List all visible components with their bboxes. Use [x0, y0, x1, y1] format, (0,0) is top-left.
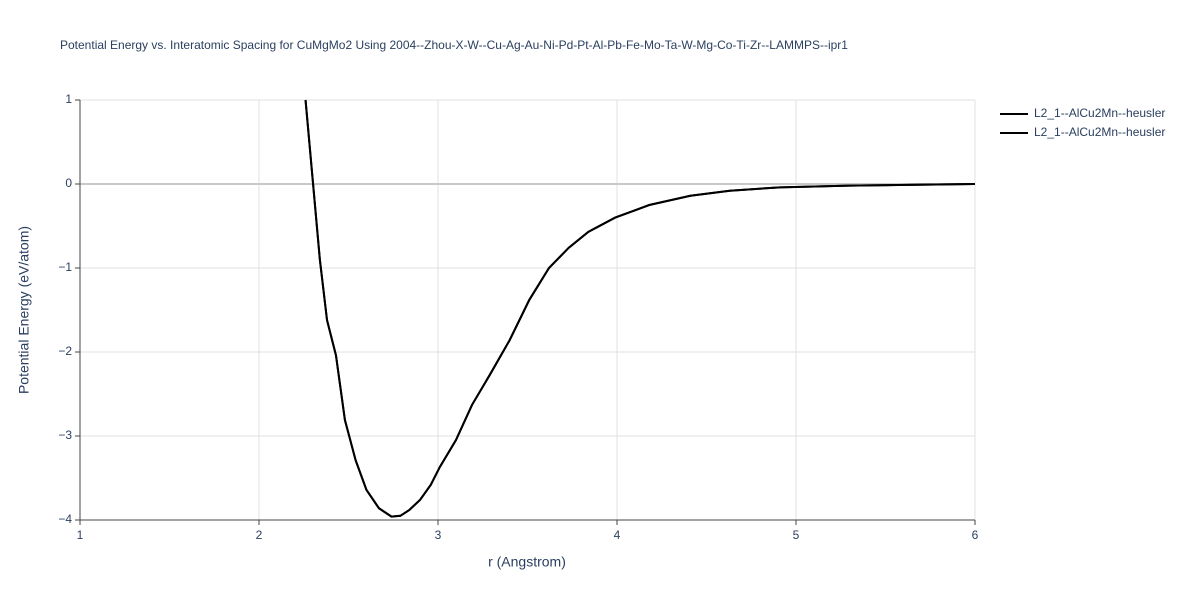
y-tick-label: −3: [58, 428, 72, 442]
x-tick-label: 6: [972, 528, 979, 542]
legend-label: L2_1--AlCu2Mn--heusler: [1034, 125, 1165, 139]
y-tick-label: −4: [58, 512, 72, 526]
x-tick-label: 5: [793, 528, 800, 542]
y-tick-label: −1: [58, 260, 72, 274]
x-tick-label: 3: [435, 528, 442, 542]
x-tick-label: 4: [614, 528, 621, 542]
chart-title: Potential Energy vs. Interatomic Spacing…: [60, 38, 848, 52]
line-series: [304, 99, 976, 518]
x-tick-label: 1: [77, 528, 84, 542]
x-axis-title: r (Angstrom): [488, 554, 566, 570]
y-tick-label: 1: [65, 92, 72, 106]
x-tick-label: 2: [256, 528, 263, 542]
y-tick-label: 0: [65, 176, 72, 190]
line-series: [304, 99, 976, 518]
legend-label: L2_1--AlCu2Mn--heusler: [1034, 106, 1165, 120]
y-tick-label: −2: [58, 344, 72, 358]
y-axis-title: Potential Energy (eV/atom): [16, 226, 32, 394]
